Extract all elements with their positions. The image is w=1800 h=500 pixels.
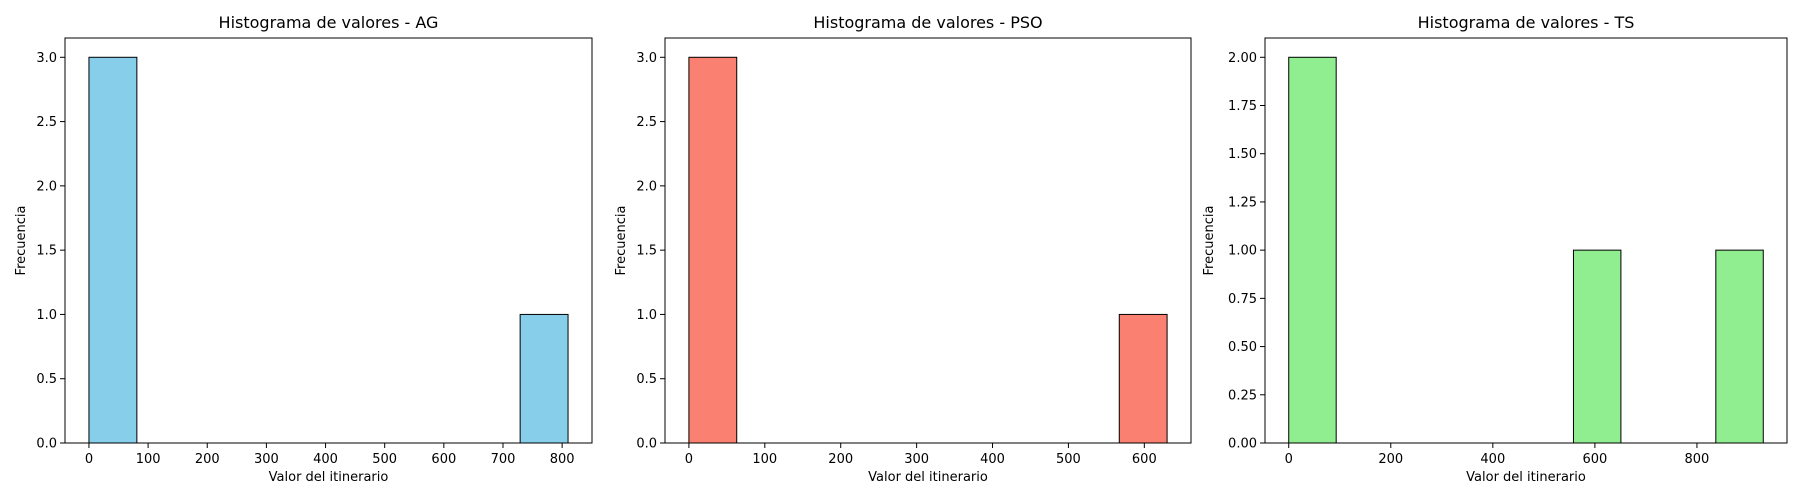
y-tick-label: 0.5 — [636, 372, 657, 387]
x-axis-ticks: 0 100 200 300 400 500 600 — [685, 443, 1157, 467]
y-tick-label: 1.0 — [36, 308, 57, 323]
y-tick-label: 0.50 — [1228, 340, 1257, 355]
x-tick-label: 400 — [313, 452, 338, 467]
x-axis-ticks: 0 100 200 300 400 500 600 700 800 — [85, 443, 575, 467]
y-tick-label: 2.5 — [636, 115, 657, 130]
bar-bin-6 — [1572, 249, 1622, 444]
x-tick-label: 300 — [254, 452, 279, 467]
x-tick-label: 200 — [1378, 452, 1403, 467]
bar-bin-9 — [1118, 313, 1168, 444]
y-tick-label: 1.5 — [636, 244, 657, 259]
x-tick-label: 200 — [195, 452, 220, 467]
x-tick-label: 400 — [1480, 452, 1505, 467]
chart-title: Histograma de valores - PSO — [813, 13, 1042, 32]
y-axis-ticks: 0.0 0.5 1.0 1.5 2.0 2.5 3.0 — [36, 51, 65, 452]
x-axis-label: Valor del itinerario — [1466, 470, 1586, 485]
y-axis-label: Frecuencia — [614, 206, 629, 276]
bar-bin-9 — [519, 313, 569, 444]
bar-bin-0 — [1288, 56, 1337, 444]
plot-area-frame — [1264, 37, 1788, 444]
plot-area-frame — [64, 37, 593, 444]
bar-bin-9 — [1715, 249, 1764, 444]
x-tick-label: 800 — [1685, 452, 1710, 467]
bars — [1288, 56, 1764, 444]
histogram-panel-ts: Histograma de valores - TS 0 200 400 600 800… — [1202, 13, 1788, 485]
y-tick-label: 0.25 — [1228, 388, 1257, 403]
y-tick-label: 1.50 — [1228, 147, 1257, 162]
y-tick-label: 1.00 — [1228, 244, 1257, 259]
x-tick-label: 600 — [1582, 452, 1607, 467]
y-tick-label: 3.0 — [36, 51, 57, 66]
x-tick-label: 0 — [85, 452, 93, 467]
histogram-panel-pso: Histograma de valores - PSO 0 100 200 300 40… — [614, 13, 1192, 485]
x-axis-label: Valor del itinerario — [269, 470, 389, 485]
chart-title: Histograma de valores - TS — [1418, 13, 1635, 32]
y-axis-label: Frecuencia — [1202, 206, 1217, 276]
x-tick-label: 400 — [980, 452, 1005, 467]
y-tick-label: 0.0 — [636, 437, 657, 452]
x-tick-label: 800 — [550, 452, 575, 467]
x-tick-label: 0 — [685, 452, 693, 467]
bar-bin-0 — [88, 56, 138, 444]
y-tick-label: 2.00 — [1228, 51, 1257, 66]
bars — [688, 56, 1168, 444]
x-tick-label: 300 — [904, 452, 929, 467]
y-tick-label: 0.0 — [36, 437, 57, 452]
y-axis-label: Frecuencia — [14, 206, 29, 276]
plot-area-frame — [664, 37, 1192, 444]
x-tick-label: 600 — [431, 452, 456, 467]
y-tick-label: 1.25 — [1228, 195, 1257, 210]
y-axis-ticks: 0.0 0.5 1.0 1.5 2.0 2.5 3.0 — [636, 51, 665, 452]
y-tick-label: 1.5 — [36, 244, 57, 259]
y-tick-label: 2.5 — [36, 115, 57, 130]
y-tick-label: 1.75 — [1228, 99, 1257, 114]
bars — [88, 56, 569, 444]
y-tick-label: 1.0 — [636, 308, 657, 323]
x-tick-label: 700 — [491, 452, 516, 467]
y-tick-label: 0.75 — [1228, 292, 1257, 307]
y-tick-label: 0.00 — [1228, 437, 1257, 452]
x-tick-label: 100 — [752, 452, 777, 467]
y-tick-label: 2.0 — [636, 179, 657, 194]
x-tick-label: 600 — [1132, 452, 1157, 467]
histogram-panel-ag: Histograma de valores - AG 0 100 200 300 400… — [14, 13, 593, 485]
bar-bin-0 — [688, 56, 738, 444]
x-tick-label: 0 — [1285, 452, 1293, 467]
chart-title: Histograma de valores - AG — [219, 13, 439, 32]
x-axis-label: Valor del itinerario — [868, 470, 988, 485]
y-tick-label: 3.0 — [636, 51, 657, 66]
y-axis-ticks: 0.00 0.25 0.50 0.75 1.00 1.25 1.50 1.75 2.00 — [1228, 51, 1265, 452]
x-tick-label: 200 — [828, 452, 853, 467]
x-tick-label: 500 — [1056, 452, 1081, 467]
x-tick-label: 500 — [372, 452, 397, 467]
x-axis-ticks: 0 200 400 600 800 — [1285, 443, 1710, 467]
y-tick-label: 2.0 — [36, 179, 57, 194]
x-tick-label: 100 — [136, 452, 161, 467]
y-tick-label: 0.5 — [36, 372, 57, 387]
